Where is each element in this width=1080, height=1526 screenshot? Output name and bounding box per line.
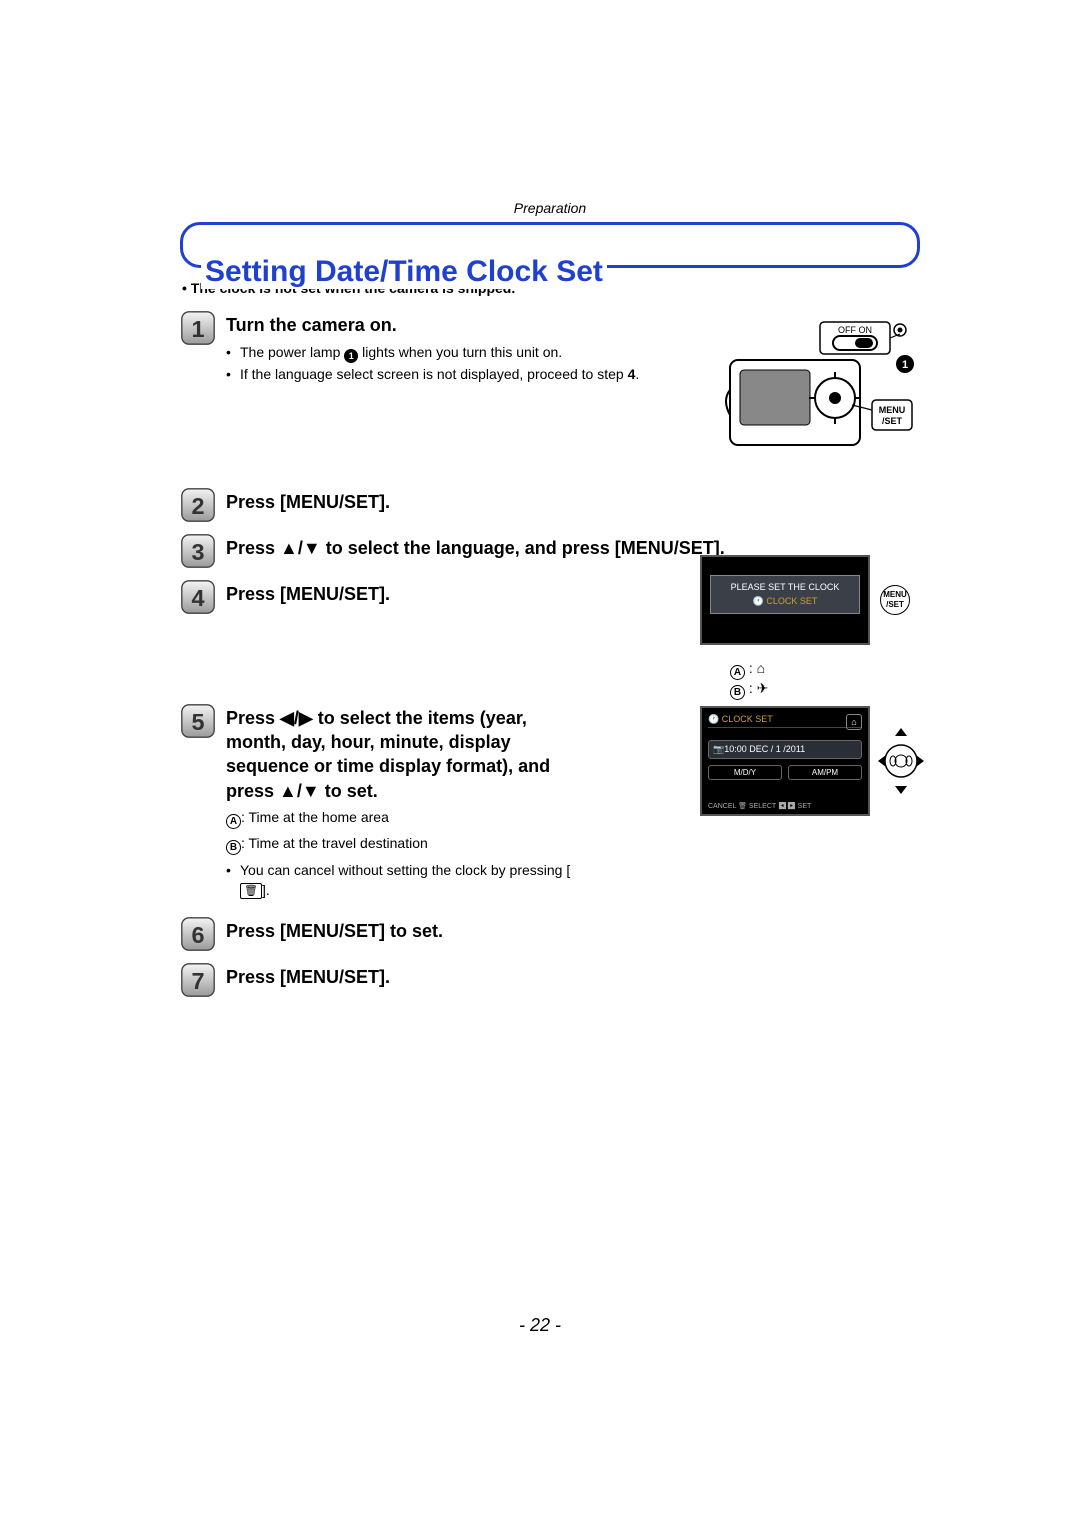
step-number-badge: 2 (180, 487, 216, 523)
dpad-icon (876, 726, 926, 796)
clock-prompt-line2: 🕐 CLOCK SET (715, 596, 855, 607)
svg-text:4: 4 (191, 585, 204, 611)
clockset-header: 🕐 CLOCK SET (708, 714, 862, 728)
legend-a: A: Time at the home area (226, 807, 576, 829)
clockset-illustration: A : ⌂ B : ✈ 🕐 CLOCK SET ⌂ 📷10:00 DEC / 1… (700, 660, 935, 840)
svg-text:6: 6 (191, 922, 204, 948)
lamp-ref-num: 1 (902, 359, 908, 371)
legend-b: B: Time at the travel destination (226, 833, 576, 855)
trash-icon: 🗑 (240, 883, 262, 899)
step-2: 2 Press [MENU/SET]. (180, 487, 920, 523)
svg-text:/SET: /SET (882, 416, 903, 426)
page-number: - 22 - (0, 1315, 1080, 1336)
step-number-badge: 4 (180, 579, 216, 615)
step-title: Press [MENU/SET]. (226, 490, 920, 514)
menuset-icon: MENU/SET (880, 585, 910, 615)
camera-illustration: OFF ON 1 MENU /SET (725, 320, 915, 450)
clock-prompt-line1: PLEASE SET THE CLOCK (715, 582, 855, 592)
clock-prompt-illustration: PLEASE SET THE CLOCK 🕐 CLOCK SET MENU/SE… (700, 555, 930, 655)
clockset-footer: CANCEL 🗑 SELECT ◀▶ SET (708, 802, 862, 810)
step-bullet: You can cancel without setting the clock… (226, 861, 576, 900)
svg-text:3: 3 (191, 539, 204, 565)
step-number-badge: 6 (180, 916, 216, 952)
svg-text:7: 7 (191, 968, 204, 994)
legend-b-icon: B (730, 685, 745, 700)
step-title: Press [MENU/SET] to set. (226, 919, 920, 943)
step-num-text: 1 (191, 316, 204, 342)
lamp-ref-icon: 1 (344, 349, 358, 363)
step-title: Press ◀/▶ to select the items (year, mon… (226, 706, 576, 803)
step-number-badge: 1 (180, 310, 216, 346)
step-title: Press [MENU/SET]. (226, 965, 920, 989)
off-on-label: OFF ON (838, 325, 872, 335)
svg-text:2: 2 (191, 493, 204, 519)
section-header: Preparation (180, 200, 920, 216)
svg-text:MENU: MENU (879, 405, 906, 415)
clockset-time: 📷10:00 DEC / 1 /2011 (708, 740, 862, 759)
clockset-fmt1: M/D/Y (708, 765, 782, 780)
step-7: 7 Press [MENU/SET]. (180, 962, 920, 998)
step-6: 6 Press [MENU/SET] to set. (180, 916, 920, 952)
legend-a-icon: A (730, 665, 745, 680)
page-title: Setting Date/Time Clock Set (201, 255, 607, 289)
svg-text:5: 5 (191, 709, 204, 735)
clockset-fmt2: AM/PM (788, 765, 862, 780)
title-frame: Setting Date/Time Clock Set (180, 222, 920, 268)
step-number-badge: 3 (180, 533, 216, 569)
step-number-badge: 5 (180, 703, 216, 739)
step-number-badge: 7 (180, 962, 216, 998)
